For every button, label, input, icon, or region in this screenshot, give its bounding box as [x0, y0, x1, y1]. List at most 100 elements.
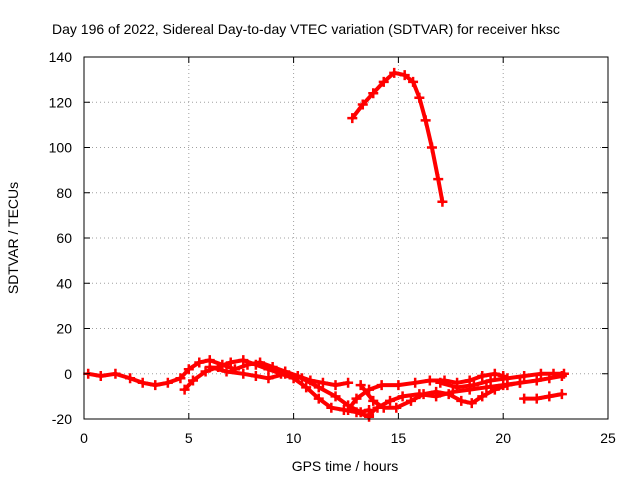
- data-point: [204, 361, 215, 372]
- x-tick-label: 5: [185, 430, 193, 446]
- data-point: [385, 395, 396, 406]
- data-point: [343, 377, 354, 388]
- data-point: [330, 380, 341, 391]
- data-point: [194, 357, 205, 368]
- y-tick-label: 60: [56, 230, 72, 246]
- x-tick-label: 25: [600, 430, 616, 446]
- y-tick-label: 20: [56, 321, 72, 337]
- x-tick-label: 20: [495, 430, 511, 446]
- data-point: [326, 402, 337, 413]
- data-point: [399, 70, 410, 81]
- data-point: [531, 393, 542, 404]
- y-tick-label: -20: [52, 411, 72, 427]
- data-point: [519, 371, 530, 382]
- data-point: [263, 364, 274, 375]
- data-point: [431, 391, 442, 402]
- data-point: [355, 380, 366, 391]
- data-point: [313, 382, 324, 393]
- series-arc-high: [347, 67, 448, 207]
- data-point: [437, 196, 448, 207]
- y-tick-label: 120: [49, 94, 73, 110]
- plot-frame: [83, 56, 609, 420]
- data-point: [347, 113, 358, 124]
- data-point: [110, 368, 121, 379]
- x-axis-title: GPS time / hours: [292, 458, 399, 474]
- data-point: [556, 389, 567, 400]
- data-point: [364, 409, 375, 420]
- data-point: [420, 115, 431, 126]
- data-point: [175, 373, 186, 384]
- data-point: [372, 402, 383, 413]
- data-point: [95, 371, 106, 382]
- series-line: [350, 70, 445, 204]
- data-point: [477, 371, 488, 382]
- data-point: [535, 368, 546, 379]
- data-point: [368, 395, 379, 406]
- data-point: [355, 407, 366, 418]
- y-axis-title: SDTVAR / TECUs: [5, 182, 21, 294]
- data-point: [514, 377, 525, 388]
- y-tick-label: 40: [56, 275, 72, 291]
- data-point: [456, 395, 467, 406]
- data-point: [368, 88, 379, 99]
- data-point: [250, 359, 261, 370]
- data-point: [378, 76, 389, 87]
- series-arc-6: [364, 371, 567, 420]
- data-point: [238, 368, 249, 379]
- y-tick-label: 100: [49, 140, 73, 156]
- data-point: [393, 380, 404, 391]
- data-point: [544, 391, 555, 402]
- data-point: [376, 380, 387, 391]
- axis-layer: 0 5 10 15 20 25 -20 0 20 40 60 80 100 120 140: [49, 49, 616, 446]
- data-point: [391, 402, 402, 413]
- chart-title: Day 196 of 2022, Sidereal Day-to-day VTE…: [52, 21, 560, 37]
- data-point: [225, 357, 236, 368]
- data-point: [397, 391, 408, 402]
- data-point: [351, 393, 362, 404]
- series-layer: [83, 67, 569, 422]
- data-point: [357, 99, 368, 110]
- data-point: [466, 398, 477, 409]
- data-point: [502, 373, 513, 384]
- grid-layer: [84, 57, 608, 419]
- data-point: [414, 92, 425, 103]
- x-tick-label: 10: [286, 430, 302, 446]
- series-arc-8: [519, 389, 567, 404]
- data-point: [313, 393, 324, 404]
- data-point: [238, 355, 249, 366]
- data-point: [468, 380, 479, 391]
- data-point: [162, 377, 173, 388]
- data-point: [296, 373, 307, 384]
- data-point: [343, 404, 354, 415]
- data-point: [477, 391, 488, 402]
- series-line: [522, 392, 564, 401]
- data-point: [548, 368, 559, 379]
- data-point: [250, 371, 261, 382]
- data-point: [452, 382, 463, 393]
- data-point: [489, 368, 500, 379]
- data-point: [330, 391, 341, 402]
- data-point: [424, 375, 435, 386]
- y-tick-label: 80: [56, 185, 72, 201]
- data-point: [485, 375, 496, 386]
- data-point: [435, 377, 446, 388]
- data-point: [179, 384, 190, 395]
- data-point: [187, 375, 198, 386]
- x-tick-label: 0: [80, 430, 88, 446]
- data-point: [433, 174, 444, 185]
- data-point: [408, 76, 419, 87]
- data-point: [150, 380, 161, 391]
- data-point: [125, 373, 136, 384]
- data-point: [519, 393, 530, 404]
- data-point: [280, 368, 291, 379]
- data-point: [137, 377, 148, 388]
- data-point: [481, 382, 492, 393]
- series-arc-7: [435, 368, 569, 393]
- data-point: [410, 377, 421, 388]
- data-point: [558, 368, 569, 379]
- data-point: [531, 375, 542, 386]
- data-point: [183, 364, 194, 375]
- x-tick-label: 15: [391, 430, 407, 446]
- data-point: [221, 366, 232, 377]
